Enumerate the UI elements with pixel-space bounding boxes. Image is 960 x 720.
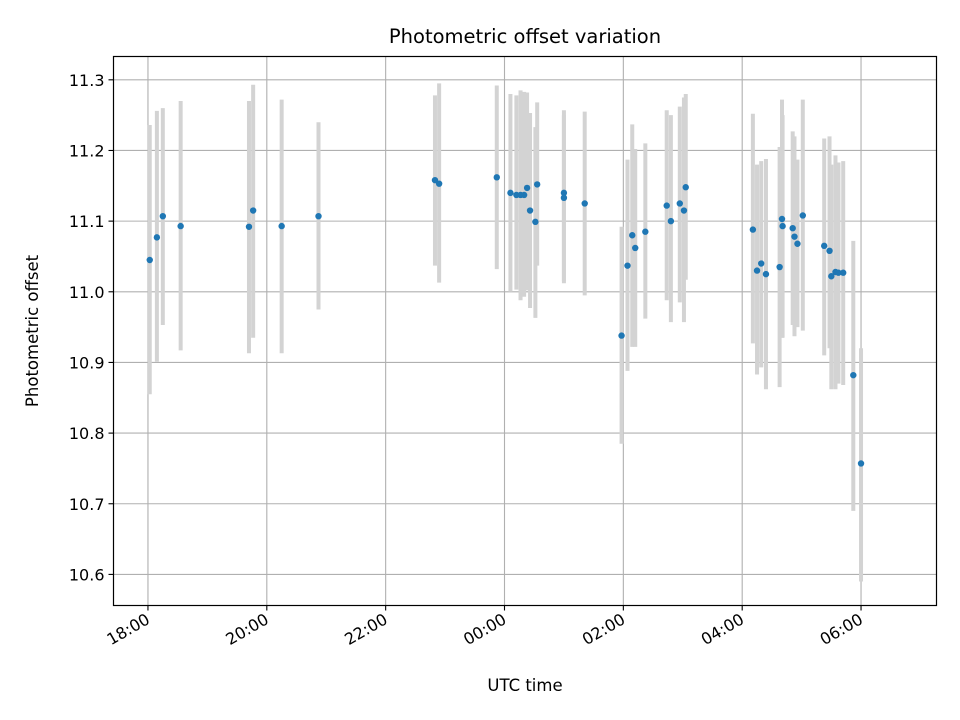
data-point (680, 207, 688, 214)
data-point (758, 260, 765, 267)
data-point (826, 247, 833, 255)
data-point (820, 242, 828, 250)
data-point (667, 217, 675, 225)
data-point (828, 273, 835, 280)
data-point (762, 270, 770, 278)
y-axis-title: Photometric offset (23, 254, 42, 407)
data-point (624, 262, 631, 269)
data-point (776, 263, 783, 271)
data-point (532, 218, 539, 226)
data-point (153, 234, 161, 241)
data-point (850, 371, 857, 379)
data-point (435, 180, 443, 187)
y-tick-label: 10.9 (69, 353, 105, 372)
data-point (560, 189, 568, 197)
data-point (278, 222, 285, 230)
data-point (663, 202, 670, 209)
data-point (629, 232, 636, 239)
data-point (753, 267, 761, 274)
y-tick-label: 10.6 (69, 565, 105, 584)
data-point (632, 244, 639, 252)
data-point (523, 184, 531, 192)
data-point (778, 215, 786, 223)
point-layer (146, 174, 865, 467)
data-point (177, 222, 184, 230)
y-tick-label: 10.8 (69, 424, 105, 443)
tick-layer (108, 79, 862, 611)
y-tick-label: 11.2 (69, 141, 105, 160)
data-point (249, 207, 257, 214)
data-point (520, 191, 528, 199)
data-point (533, 181, 541, 188)
data-point (791, 233, 798, 240)
data-point (431, 176, 439, 184)
data-point (493, 174, 500, 181)
data-point (642, 228, 649, 235)
data-point (560, 194, 568, 202)
data-point (749, 226, 757, 233)
data-point (245, 223, 253, 230)
data-point (789, 224, 796, 232)
data-point (526, 207, 534, 214)
data-point (682, 184, 689, 191)
data-point (779, 222, 786, 230)
y-tick-label: 11.3 (69, 71, 105, 90)
data-point (857, 460, 865, 467)
plot-frame (112, 55, 938, 607)
chart-title: Photometric offset variation (389, 25, 661, 48)
data-point (794, 240, 801, 247)
y-tick-label: 11.0 (69, 283, 105, 302)
x-axis-title: UTC time (487, 676, 562, 695)
data-point (799, 212, 806, 219)
data-point (146, 256, 153, 264)
data-point (840, 269, 847, 276)
data-point (676, 200, 683, 207)
data-point (159, 212, 167, 220)
data-point (315, 212, 322, 220)
data-point (581, 200, 588, 207)
data-point (835, 269, 842, 276)
data-point (507, 189, 514, 197)
y-tick-label: 11.1 (69, 212, 105, 231)
data-point (618, 332, 625, 339)
y-tick-label: 10.7 (69, 495, 105, 514)
